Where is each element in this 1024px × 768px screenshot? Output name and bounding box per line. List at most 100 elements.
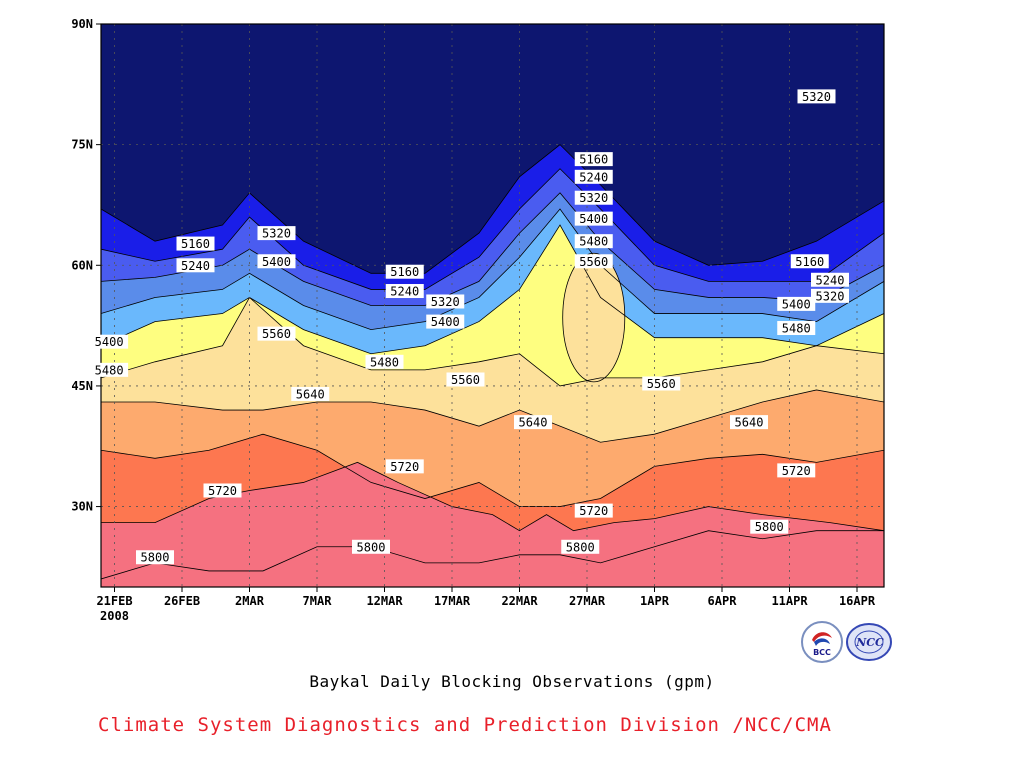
plot-frame bbox=[100, 23, 885, 588]
contour-line-5160 bbox=[101, 144, 884, 274]
contour-label-bg bbox=[777, 321, 816, 336]
contour-label-bg bbox=[426, 314, 465, 329]
x-year-label: 2008 bbox=[100, 609, 129, 623]
contour-label-bg bbox=[777, 296, 816, 311]
contour-label: 5480 bbox=[782, 322, 811, 336]
enclosed-contour-0 bbox=[562, 252, 626, 383]
contour-label-bg bbox=[365, 354, 404, 369]
contour-label: 5400 bbox=[262, 255, 291, 269]
contour-label-bg bbox=[257, 254, 296, 269]
x-tick-label: 1APR bbox=[640, 594, 670, 608]
contour-label-bg bbox=[574, 503, 613, 518]
x-tick-label: 7MAR bbox=[303, 594, 333, 608]
contour-line-5800 bbox=[101, 461, 884, 532]
contour-label-bg bbox=[790, 254, 829, 269]
contour-label: 5160 bbox=[579, 153, 608, 167]
contour-label: 5560 bbox=[451, 373, 480, 387]
contour-label-bg bbox=[90, 362, 129, 377]
contour-label-bg bbox=[136, 550, 174, 565]
contour-line-5560 bbox=[101, 296, 884, 387]
contour-label: 5640 bbox=[296, 387, 325, 401]
contour-label-bg bbox=[561, 539, 600, 554]
contour-label-bg bbox=[574, 254, 613, 269]
x-tick-label: 2MAR bbox=[235, 594, 265, 608]
contour-label-bg bbox=[203, 483, 242, 498]
contour-label-bg bbox=[811, 272, 849, 287]
contour-label-bg bbox=[385, 284, 424, 299]
contour-label-bg bbox=[176, 258, 215, 273]
contour-label: 5800 bbox=[141, 551, 170, 565]
contour-label: 5400 bbox=[95, 335, 124, 349]
x-tick-label: 27MAR bbox=[569, 594, 606, 608]
contour-label: 5720 bbox=[782, 464, 811, 478]
svg-text:NCC: NCC bbox=[855, 636, 884, 649]
contour-label-bg bbox=[777, 463, 816, 478]
contour-label: 5160 bbox=[181, 237, 210, 251]
contour-label-bg bbox=[385, 264, 424, 279]
contour-label-bg bbox=[642, 376, 681, 391]
contour-label: 5560 bbox=[262, 327, 291, 341]
x-tick-label: 26FEB bbox=[164, 594, 200, 608]
contour-label-bg bbox=[574, 169, 613, 184]
contour-label-bg bbox=[426, 294, 465, 309]
contour-label: 5240 bbox=[579, 170, 608, 184]
y-tick-label: 60N bbox=[71, 258, 93, 272]
contour-label: 5800 bbox=[755, 520, 784, 534]
contour-label: 5640 bbox=[519, 416, 548, 430]
x-tick-label: 6APR bbox=[708, 594, 738, 608]
contour-label-bg bbox=[574, 234, 613, 249]
contour-line-5320 bbox=[101, 192, 884, 306]
contour-label-bg bbox=[257, 326, 296, 341]
contour-label: 5800 bbox=[566, 540, 595, 554]
chart-caption: Baykal Daily Blocking Observations (gpm) bbox=[309, 672, 715, 691]
contour-label-bg bbox=[514, 415, 552, 430]
x-tick-label: 17MAR bbox=[434, 594, 471, 608]
contour-label: 5320 bbox=[431, 295, 460, 309]
contour-label-bg bbox=[90, 334, 129, 349]
contour-label: 5720 bbox=[390, 460, 419, 474]
contour-label-bg bbox=[574, 211, 613, 226]
x-tick-label: 16APR bbox=[839, 594, 876, 608]
contour-label-bg bbox=[385, 459, 424, 474]
contour-label: 5720 bbox=[579, 504, 608, 518]
contour-label: 5160 bbox=[390, 265, 419, 279]
contour-label: 5160 bbox=[795, 255, 824, 269]
x-tick-label: 22MAR bbox=[501, 594, 538, 608]
credit-line: Climate System Diagnostics and Predictio… bbox=[98, 714, 832, 736]
contour-label: 5320 bbox=[802, 90, 831, 104]
svg-text:BCC: BCC bbox=[813, 648, 831, 657]
x-tick-label: 11APR bbox=[771, 594, 808, 608]
ncc-logo: NCC bbox=[844, 620, 894, 664]
contour-label: 5240 bbox=[390, 285, 419, 299]
contour-line-5720 bbox=[101, 433, 884, 507]
contour-line-5480 bbox=[101, 224, 884, 355]
contour-label: 5240 bbox=[816, 273, 845, 287]
contour-label-bg bbox=[797, 89, 836, 104]
contour-label: 5400 bbox=[431, 315, 460, 329]
contour-label-bg bbox=[574, 152, 613, 167]
contour-label-bg bbox=[352, 539, 390, 554]
contour-label-bg bbox=[176, 236, 215, 251]
contour-label: 5240 bbox=[181, 259, 210, 273]
x-tick-label: 12MAR bbox=[366, 594, 403, 608]
contour-label: 5560 bbox=[647, 377, 676, 391]
contour-label: 5720 bbox=[208, 484, 237, 498]
contour-line-5800 bbox=[101, 530, 884, 580]
y-tick-label: 90N bbox=[71, 17, 93, 31]
y-tick-label: 75N bbox=[71, 138, 93, 152]
contour-label: 5400 bbox=[579, 212, 608, 226]
contour-label: 5800 bbox=[357, 540, 386, 554]
contour-label-bg bbox=[811, 288, 849, 303]
contour-label: 5480 bbox=[370, 355, 399, 369]
contour-line-5400 bbox=[101, 208, 884, 331]
contour-label-bg bbox=[291, 386, 330, 401]
contour-label-bg bbox=[730, 415, 768, 430]
contour-line-5240 bbox=[101, 168, 884, 290]
contour-label: 5320 bbox=[579, 191, 608, 205]
contour-label-bg bbox=[574, 190, 613, 205]
contour-label-bg bbox=[750, 519, 789, 534]
contour-label: 5480 bbox=[579, 235, 608, 249]
contour-line-5640 bbox=[101, 389, 884, 443]
x-tick-label: 21FEB bbox=[96, 594, 132, 608]
contour-chart: 30N 45N 60N 75N 90N 21FEB 26FEB 2MAR 7MAR 12MAR 17… bbox=[71, 17, 885, 623]
